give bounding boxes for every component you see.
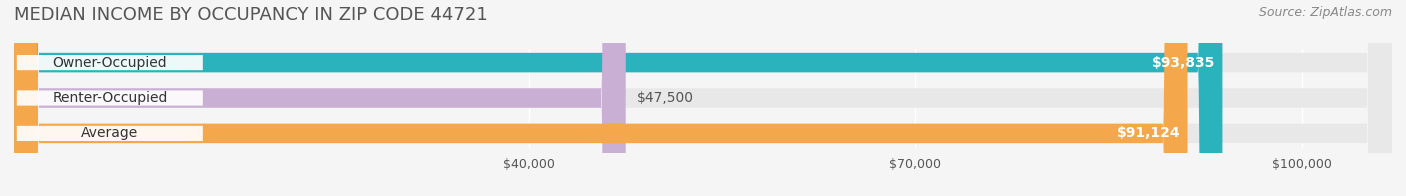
FancyBboxPatch shape — [14, 0, 626, 196]
FancyBboxPatch shape — [14, 0, 1222, 196]
FancyBboxPatch shape — [17, 90, 202, 106]
FancyBboxPatch shape — [14, 0, 1188, 196]
Text: Owner-Occupied: Owner-Occupied — [52, 56, 167, 70]
Text: MEDIAN INCOME BY OCCUPANCY IN ZIP CODE 44721: MEDIAN INCOME BY OCCUPANCY IN ZIP CODE 4… — [14, 6, 488, 24]
FancyBboxPatch shape — [14, 0, 1392, 196]
Text: $47,500: $47,500 — [637, 91, 693, 105]
Text: $93,835: $93,835 — [1152, 56, 1216, 70]
FancyBboxPatch shape — [14, 0, 1392, 196]
Text: $91,124: $91,124 — [1116, 126, 1181, 140]
Text: Renter-Occupied: Renter-Occupied — [52, 91, 167, 105]
Text: Average: Average — [82, 126, 138, 140]
FancyBboxPatch shape — [14, 0, 1392, 196]
FancyBboxPatch shape — [17, 55, 202, 70]
Text: Source: ZipAtlas.com: Source: ZipAtlas.com — [1258, 6, 1392, 19]
FancyBboxPatch shape — [17, 126, 202, 141]
